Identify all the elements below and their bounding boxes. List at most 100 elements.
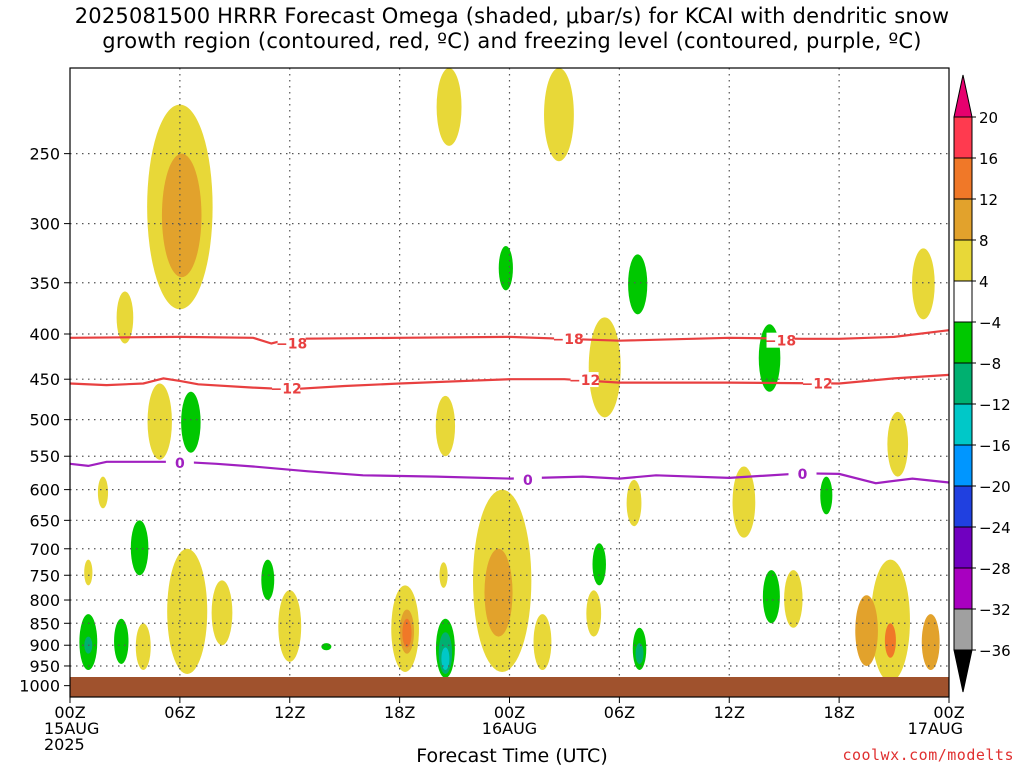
colorbar-label-6: −8 <box>979 355 1001 373</box>
colorbar-swatch-10 <box>953 526 973 569</box>
x-tick-label-0-0: 00Z <box>54 703 85 722</box>
colorbar-swatch-3 <box>953 239 973 282</box>
y-tick-label-300: 300 <box>29 215 60 234</box>
colorbar-label-2: 12 <box>979 191 998 209</box>
y-tick-label-600: 600 <box>29 481 60 500</box>
contour-label-bg-2-1 <box>513 471 542 487</box>
omega-shade-33 <box>586 590 602 637</box>
colorbar-swatch-7 <box>953 403 973 446</box>
y-tick-label-700: 700 <box>29 540 60 559</box>
omega-shade-32 <box>402 618 412 648</box>
contour-label-bg-1-0 <box>272 380 301 396</box>
colorbar-swatch-5 <box>953 321 973 364</box>
x-axis-label: Forecast Time (UTC) <box>416 745 608 767</box>
contour-label-0-0: −18 <box>276 336 307 352</box>
omega-shade-26 <box>784 570 803 628</box>
omega-shade-17 <box>732 466 756 538</box>
omega-shade-3 <box>436 68 462 146</box>
y-tick-label-1000: 1000 <box>19 677 60 696</box>
y-tick-label-400: 400 <box>29 325 60 344</box>
y-tick-label-850: 850 <box>29 614 60 633</box>
colorbar-bottom-arrow <box>953 649 973 693</box>
x-tick-label-7-0: 18Z <box>823 703 854 722</box>
omega-shade-6 <box>116 291 134 344</box>
contour-layer: −18 −18 −18 −12 −12 −12 0 0 0 <box>69 329 950 489</box>
contour-label-bg-1-1 <box>570 372 599 388</box>
colorbar-swatch-0 <box>953 116 973 159</box>
x-tick-label-3-0: 18Z <box>384 703 415 722</box>
colorbar-swatch-8 <box>953 444 973 487</box>
omega-shade-14 <box>97 476 109 509</box>
y-tick-label-750: 750 <box>29 566 60 585</box>
colorbar-swatch-4 <box>953 280 973 323</box>
omega-shade-24 <box>261 559 275 601</box>
omega-shade-35 <box>135 623 151 670</box>
contour-label-0-2: −18 <box>765 334 796 350</box>
contour-label-1-0: −12 <box>270 381 301 397</box>
x-tick-label-8-1: 17AUG <box>908 719 963 738</box>
omega-shade-28 <box>211 580 233 646</box>
omega-shade-43 <box>635 643 644 664</box>
x-tick-label-4-0: 00Z <box>494 703 525 722</box>
y-tick-label-250: 250 <box>29 145 60 164</box>
x-tick-label-1-0: 06Z <box>164 703 195 722</box>
y-tick-label-350: 350 <box>29 274 60 293</box>
colorbar-swatch-6 <box>953 362 973 405</box>
contour-label-2-2: 0 <box>798 467 808 483</box>
colorbar-label-5: −4 <box>979 314 1001 332</box>
omega-shade-21 <box>484 548 513 637</box>
y-tick-label-900: 900 <box>29 636 60 655</box>
omega-shade-48 <box>921 614 940 670</box>
x-tick-label-4-1: 16AUG <box>482 719 537 738</box>
ground-surface <box>70 677 949 697</box>
title-line-2: growth region (contoured, red, ºC) and f… <box>102 29 922 53</box>
omega-shade-7 <box>912 248 935 320</box>
omega-shade-25 <box>762 570 780 624</box>
y-tick-label-450: 450 <box>29 370 60 389</box>
x-tick-label-0-2: 2025 <box>44 735 85 754</box>
contour-label-bg-0-0 <box>277 335 306 351</box>
colorbar: 20 16 12 8 4 −4 −8 −12 −16 −20 −24 −28 −32 −36 <box>953 74 1011 693</box>
omega-shade-12 <box>435 395 456 457</box>
colorbar-label-13: −36 <box>979 642 1011 660</box>
omega-shade-23 <box>439 562 448 588</box>
axis-layer: 250 300 350 400 450 500 550 600 650 700 750 800 850 9… <box>19 67 965 754</box>
omega-shade-13 <box>887 411 909 477</box>
x-tick-label-2-0: 12Z <box>274 703 305 722</box>
colorbar-label-10: −24 <box>979 519 1011 537</box>
y-tick-label-800: 800 <box>29 591 60 610</box>
credit-link[interactable]: coolwx.com/modelts <box>842 746 1014 764</box>
colorbar-swatch-11 <box>953 567 973 610</box>
contour-label-bg-2-2 <box>788 465 817 481</box>
colorbar-label-4: 4 <box>979 273 989 291</box>
colorbar-swatch-1 <box>953 157 973 200</box>
title-line-1: 2025081500 HRRR Forecast Omega (shaded, … <box>74 4 950 28</box>
x-tick-label-5-0: 06Z <box>604 703 635 722</box>
omega-shade-2 <box>544 68 574 162</box>
x-tick-label-8-0: 00Z <box>933 703 964 722</box>
contour-label-bg-2-0 <box>165 455 194 471</box>
colorbar-label-3: 8 <box>979 232 989 250</box>
x-tick-label-0-1: 15AUG <box>44 719 99 738</box>
colorbar-swatch-2 <box>953 198 973 241</box>
colorbar-top-arrow <box>953 74 973 118</box>
colorbar-swatch-12 <box>953 608 973 651</box>
colorbar-label-9: −20 <box>979 478 1011 496</box>
omega-shade-8 <box>588 317 621 418</box>
contour-label-2-1: 0 <box>523 473 533 489</box>
omega-shade-15 <box>820 476 833 515</box>
omega-shade-1 <box>161 153 202 278</box>
y-tick-label-500: 500 <box>29 411 60 430</box>
omega-shade-11 <box>181 391 201 453</box>
contour-label-0-1: −18 <box>552 332 583 348</box>
omega-shade-46 <box>855 595 878 666</box>
colorbar-label-11: −28 <box>979 560 1011 578</box>
contour-label-1-1: −12 <box>569 373 600 389</box>
omega-shade-47 <box>884 623 896 658</box>
colorbar-label-8: −16 <box>979 437 1011 455</box>
y-tick-label-950: 950 <box>29 657 60 676</box>
omega-shade-38 <box>114 618 129 664</box>
contour-label-1-2: −12 <box>802 376 833 392</box>
colorbar-swatch-9 <box>953 485 973 528</box>
